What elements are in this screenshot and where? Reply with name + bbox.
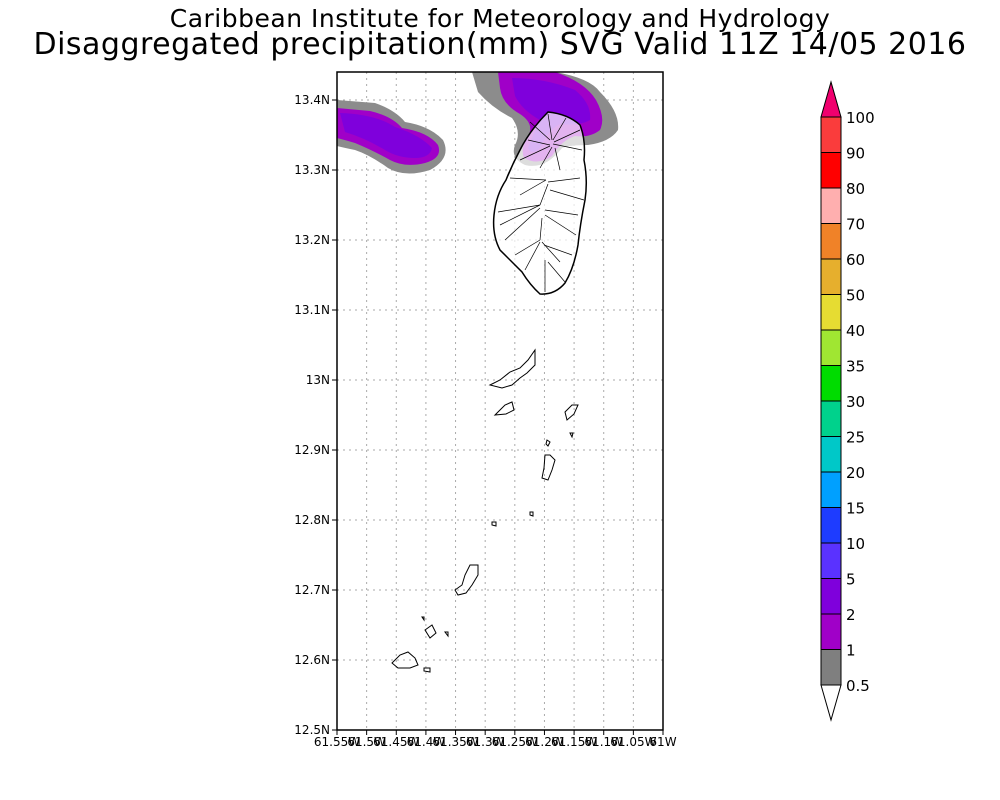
colorbar-label: 100 <box>846 109 875 127</box>
canouan-island <box>541 454 556 481</box>
colorbar-segment <box>820 152 842 189</box>
lat-tick-label: 12.5N <box>294 723 330 737</box>
latitude-axis: 13.4N 13.3N 13.2N 13.1N 13N 12.9N 12.8N 12.7N 12… <box>294 93 337 737</box>
lon-tick-label: 61.15W <box>551 735 597 749</box>
lat-tick-label: 13.4N <box>294 93 330 107</box>
colorbar-segment <box>820 578 842 615</box>
lon-tick-label: 61W <box>649 735 676 749</box>
lon-tick-label: 61.05W <box>610 735 656 749</box>
colorbar-label: 60 <box>846 251 865 269</box>
mustique-island <box>493 401 515 416</box>
colorbar-over-arrow <box>820 80 842 118</box>
lat-tick-label: 12.8N <box>294 513 330 527</box>
small-cay <box>491 521 497 527</box>
title-line-1: Caribbean Institute for Meteorology and … <box>169 4 831 33</box>
colorbar-segment <box>820 649 842 686</box>
colorbar-label: 25 <box>846 429 865 447</box>
colorbar-label: 5 <box>846 571 856 589</box>
lat-tick-label: 12.6N <box>294 653 330 667</box>
colorbar-label: 70 <box>846 216 865 234</box>
canouan-north-island <box>564 404 579 421</box>
colorbar-under-arrow <box>820 684 842 722</box>
lon-tick-label: 61.2W <box>525 735 564 749</box>
colorbar-segment <box>820 436 842 473</box>
title-line-2: Disaggregated precipitation(mm) SVG Vali… <box>33 27 967 62</box>
colorbar-segment <box>820 613 842 650</box>
colorbar-label: 35 <box>846 358 865 376</box>
colorbar-segment <box>820 258 842 295</box>
colorbar-label: 10 <box>846 535 865 553</box>
lat-tick-label: 12.9N <box>294 443 330 457</box>
lon-tick-label: 61.3W <box>466 735 505 749</box>
colorbar-segment <box>820 187 842 224</box>
colorbar-segment <box>820 329 842 366</box>
lat-tick-label: 12.7N <box>294 583 330 597</box>
colorbar-segment <box>820 400 842 437</box>
map-frame <box>336 71 664 731</box>
colorbar-label: 90 <box>846 145 865 163</box>
carriacou-island <box>391 651 419 669</box>
bequia-island <box>488 348 536 389</box>
lon-tick-label: 61.35W <box>432 735 478 749</box>
lon-tick-label: 61.45W <box>373 735 419 749</box>
colorbar-label: 40 <box>846 322 865 340</box>
lat-tick-label: 13.2N <box>294 233 330 247</box>
colorbar-segment <box>820 116 842 153</box>
colorbar-label: 20 <box>846 464 865 482</box>
colorbar-label: 50 <box>846 287 865 305</box>
lon-tick-label: 61.25W <box>492 735 538 749</box>
longitude-axis: 61.55W61.5W61.45W61.4W61.35W61.3W61.25W6… <box>314 730 677 749</box>
lon-tick-label: 61.55W <box>314 735 360 749</box>
lat-tick-label: 13.1N <box>294 303 330 317</box>
colorbar-segment <box>820 507 842 544</box>
colorbar-segment <box>820 223 842 260</box>
colorbar-segment <box>820 365 842 402</box>
lon-tick-label: 61.5W <box>347 735 386 749</box>
lon-tick-label: 61.4W <box>407 735 446 749</box>
lat-tick-label: 13N <box>306 373 330 387</box>
grenadines-islands <box>391 348 579 673</box>
saint-vincent-island <box>492 111 588 295</box>
lat-tick-label: 13.3N <box>294 163 330 177</box>
colorbar-label: 15 <box>846 500 865 518</box>
colorbar-label: 80 <box>846 180 865 198</box>
colorbar-segment <box>820 471 842 508</box>
colorbar-segment <box>820 294 842 331</box>
colorbar-label: 1 <box>846 642 856 660</box>
precip-blob-northwest <box>337 100 446 174</box>
colorbar-label: 2 <box>846 606 856 624</box>
petit-martinique-island <box>424 624 437 639</box>
union-island <box>454 564 479 596</box>
map-background <box>337 72 663 730</box>
lon-tick-label: 61.1W <box>584 735 623 749</box>
colorbar-label: 30 <box>846 393 865 411</box>
colorbar-label: 0.5 <box>846 677 870 695</box>
colorbar-segment <box>820 542 842 579</box>
